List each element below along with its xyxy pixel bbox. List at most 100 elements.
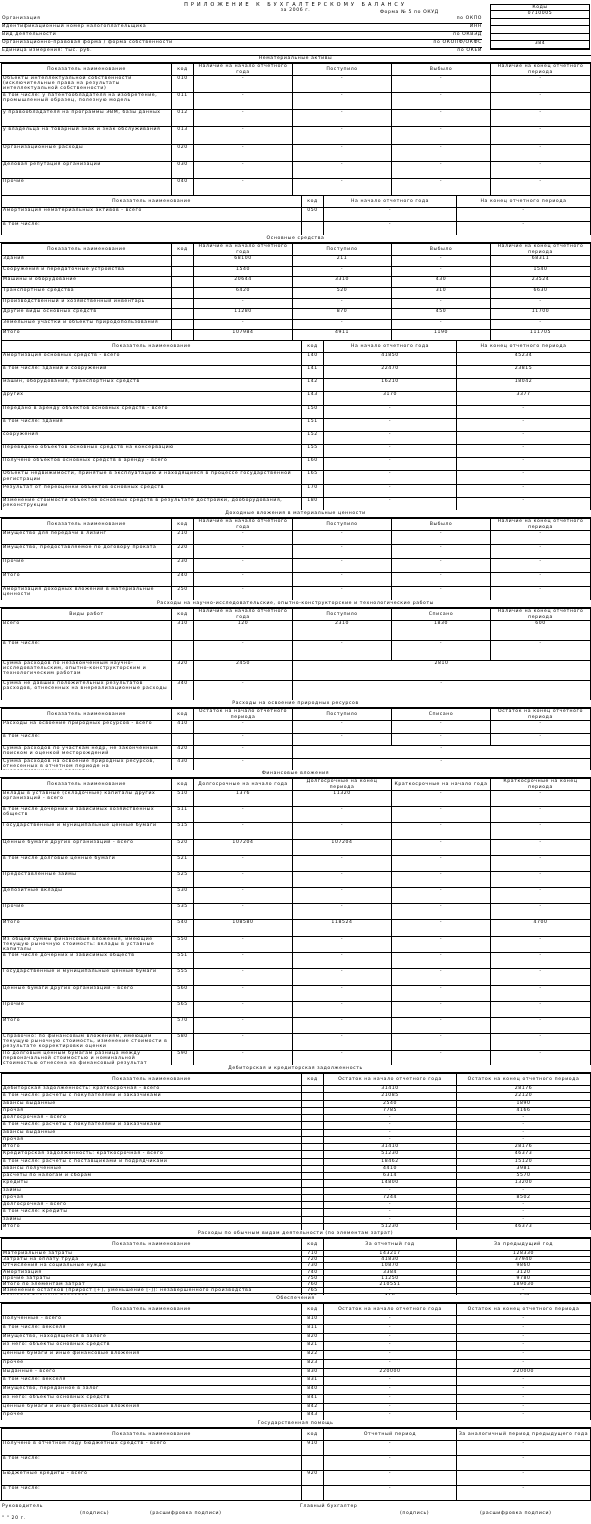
cell-value: - — [456, 1358, 591, 1369]
row-label: в том числе: — [1, 732, 172, 746]
row-label: Переведено объектов основных средств на … — [1, 444, 302, 459]
cell-value: - — [292, 74, 392, 94]
row-code: 140 — [301, 351, 324, 367]
cell-value: - — [292, 160, 392, 179]
section-title: Расходы по обычным видам деятельности (п… — [0, 1230, 591, 1238]
data-row: из него: объекты основных средств 841- - — [1, 1393, 591, 1404]
row-code — [301, 1164, 324, 1174]
cell-value: - — [456, 1128, 591, 1137]
cell-value: 4911 — [292, 329, 392, 340]
column-header: код — [171, 63, 194, 76]
cell-value: - — [490, 1000, 591, 1018]
section-table: Виды работ код Наличие на начало отчетного… — [1, 608, 591, 700]
row-code — [301, 1099, 324, 1108]
cell-value: - — [292, 558, 392, 573]
cell-value: - — [193, 92, 293, 111]
cell-value: - — [456, 1455, 591, 1471]
row-code — [301, 1128, 324, 1137]
cell-value: - — [323, 207, 457, 222]
cell-value: 11280 — [193, 308, 293, 320]
row-label: Сооружения и передаточные устройства — [1, 265, 172, 278]
cell-value: 2310 — [292, 620, 392, 641]
form-title: ПРИЛОЖЕНИЕ К БУХГАЛТЕРСКОМУ БАЛАНСУ — [184, 2, 407, 8]
cell-value: - — [323, 1470, 457, 1486]
data-row: Расходы на освоение природных ресурсов -… — [1, 720, 591, 734]
row-code — [301, 1186, 324, 1195]
row-label: из него: объекты основных средств — [1, 1393, 302, 1404]
cell-value: 430 — [391, 276, 491, 288]
row-code: 565 — [171, 1000, 194, 1018]
row-label: в том числе: здания — [1, 417, 302, 432]
cell-value: - — [391, 1049, 491, 1065]
cell-value: 5570 — [456, 1171, 591, 1181]
row-label: Итого — [1, 919, 172, 937]
column-header: Показатель наименование — [1, 195, 302, 208]
section-title: Финансовые вложения — [0, 770, 591, 778]
data-row: Объекты недвижимости, принятые в эксплуа… — [1, 470, 591, 485]
cell-value: - — [391, 544, 491, 559]
row-code — [301, 1142, 324, 1152]
data-row: Имущество, находящееся в залоге 820- - — [1, 1332, 591, 1343]
row-code — [171, 297, 194, 310]
cell-value: - — [292, 854, 392, 872]
row-label: в том числе: у патентообладателя на изоб… — [1, 92, 172, 111]
cell-value: - — [323, 1402, 457, 1413]
header-row: Виды работ код Наличие на начало отчетного… — [1, 608, 591, 621]
cell-value: - — [456, 1440, 591, 1456]
row-label: долгосрочная - всего — [1, 1200, 302, 1210]
cell-value: 189030 — [456, 1280, 591, 1289]
cell-value: - — [490, 903, 591, 921]
data-row: сооружения 152- - — [1, 430, 591, 446]
cell-value: - — [391, 1033, 491, 1051]
row-label: из него: объекты основных средств — [1, 1341, 302, 1351]
column-header: код — [171, 778, 194, 791]
data-row: из него: объекты основных средств 821- - — [1, 1341, 591, 1351]
row-code: 841 — [301, 1393, 324, 1404]
column-header: За аналогичный период предыдущего года — [456, 1428, 591, 1441]
row-label: в том числе: расчеты с поставщиками и по… — [1, 1157, 302, 1166]
cell-value: - — [391, 935, 491, 954]
row-code: 843 — [301, 1411, 324, 1420]
cell-value: - — [292, 586, 392, 600]
row-code: 830 — [301, 1367, 324, 1378]
cell-value: - — [292, 732, 392, 746]
row-code: 180 — [301, 496, 324, 510]
cell-value: - — [490, 1016, 591, 1035]
row-label: Производственный и хозяйственный инвента… — [1, 297, 172, 310]
row-code: 151 — [301, 417, 324, 432]
header-line: Организационно-правовая форма / форма со… — [2, 40, 482, 48]
section-title: Дебиторская и кредиторская задолженность — [0, 1065, 591, 1073]
accountant-sign: (подпись) — [400, 1511, 430, 1516]
row-label: Сумма расходов на освоение природных рес… — [1, 757, 172, 770]
cell-value: 3981 — [456, 1164, 591, 1174]
cell-value: - — [490, 1033, 591, 1051]
data-row: Итого 570- - - - — [1, 1016, 591, 1035]
column-header: За отчетный год — [323, 1238, 457, 1251]
row-code: 150 — [301, 404, 324, 419]
column-header: код — [171, 518, 194, 531]
cell-value: - — [391, 1016, 491, 1035]
header-row: Показатель наименование код Наличие на нач… — [1, 518, 591, 531]
section: Показатель наименование код На начало отче… — [0, 340, 591, 510]
row-label: Другие виды основных средств — [1, 308, 172, 320]
cell-value: - — [391, 732, 491, 746]
cell-value: - — [490, 572, 591, 587]
cell-value: - — [292, 870, 392, 889]
cell-value: - — [456, 1332, 591, 1343]
header-cell: Вид деятельности — [2, 32, 57, 37]
row-label: Здания — [1, 255, 172, 267]
data-row: в том числе: расчеты с покупателями и за… — [1, 1092, 591, 1101]
cell-value: - — [323, 430, 457, 446]
data-row: авансы выданные - - — [1, 1128, 591, 1137]
row-label: в том числе: векселя — [1, 1323, 302, 1334]
row-code: 143 — [301, 391, 324, 406]
cell-value: - — [490, 530, 591, 545]
header-cell — [40, 16, 456, 23]
column-header: Показатель наименование — [1, 708, 172, 721]
cell-value: 45234 — [456, 351, 591, 367]
cell-value: - — [490, 92, 591, 111]
data-row: кредиты 14800 13200 — [1, 1179, 591, 1188]
date: " " 20 г. — [2, 1516, 26, 1521]
row-code — [301, 1455, 324, 1471]
